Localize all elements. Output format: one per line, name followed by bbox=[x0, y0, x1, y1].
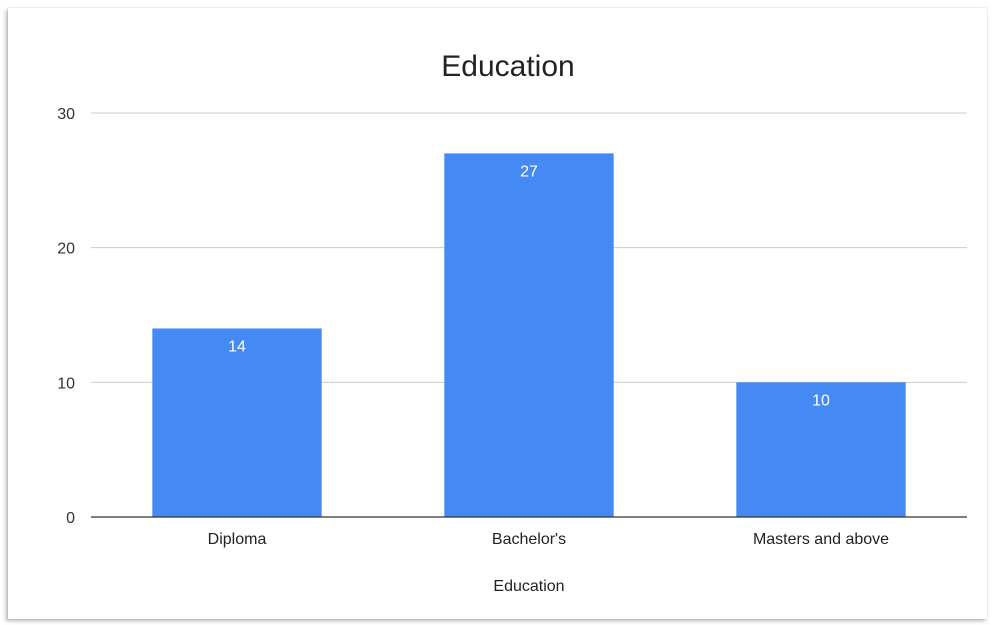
x-axis-title: Education bbox=[493, 578, 564, 595]
x-tick-label: Masters and above bbox=[753, 531, 889, 548]
chart-card: Education 0 10 20 30 14 27 10 Diploma Bachelor… bbox=[8, 8, 987, 619]
data-label: 27 bbox=[520, 163, 538, 180]
y-tick-label: 20 bbox=[57, 241, 75, 258]
x-tick-label: Diploma bbox=[208, 531, 267, 548]
x-axis-ticks: Diploma Bachelor's Masters and above bbox=[208, 531, 889, 548]
x-tick-label: Bachelor's bbox=[492, 531, 566, 548]
bar bbox=[736, 382, 906, 517]
data-label: 10 bbox=[812, 392, 830, 409]
bar bbox=[152, 328, 322, 517]
y-tick-label: 0 bbox=[66, 510, 75, 527]
bar bbox=[444, 153, 614, 517]
bar-chart: Education 0 10 20 30 14 27 10 Diploma Bachelor… bbox=[57, 50, 967, 595]
chart-title: Education bbox=[441, 50, 574, 83]
y-axis-ticks: 0 10 20 30 bbox=[57, 106, 75, 527]
y-tick-label: 10 bbox=[57, 375, 75, 392]
y-tick-label: 30 bbox=[57, 106, 75, 123]
bars: 14 27 10 bbox=[152, 153, 906, 517]
data-label: 14 bbox=[228, 338, 246, 355]
